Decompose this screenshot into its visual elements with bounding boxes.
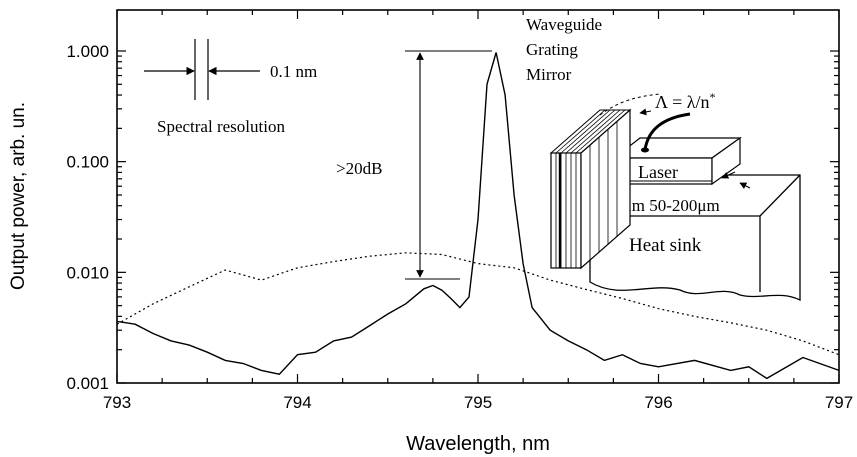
mirror-label-line1: Waveguide	[526, 15, 602, 34]
dynamic-range-annotation: >20dB	[336, 50, 492, 280]
x-tick-label: 795	[464, 393, 492, 412]
y-tick-label: 0.010	[66, 263, 109, 282]
axis-ticks	[116, 10, 840, 384]
mirror-label-line2: Grating	[526, 40, 578, 59]
spectral-resolution-label: Spectral resolution	[157, 117, 285, 136]
device-inset-diagram: Heat sink Laser 2-5μm 50-200μm	[526, 15, 801, 302]
x-tick-label: 797	[825, 393, 853, 412]
y-axis-label: Output power, arb. un.	[8, 102, 29, 290]
y-tick-label: 0.100	[66, 153, 109, 172]
grating-mirror	[549, 108, 632, 270]
axis-tick-labels: 793 794 795 796 797 0.001 0.010 0.100 1.000	[66, 42, 853, 412]
mirror-label-line3: Mirror	[526, 65, 572, 84]
x-tick-label: 794	[283, 393, 311, 412]
grating-period-text: Λ = λ/n	[655, 92, 709, 112]
grating-period-label: Λ = λ/n*	[655, 90, 715, 112]
spectral-value: 0.1 nm	[270, 62, 317, 81]
dynamic-range-label: >20dB	[336, 159, 382, 178]
x-tick-label: 793	[103, 393, 131, 412]
laser-label: Laser	[638, 162, 678, 182]
heat-sink-label: Heat sink	[629, 235, 702, 256]
x-tick-label: 796	[644, 393, 672, 412]
y-tick-label: 0.001	[66, 374, 109, 393]
x-axis-label: Wavelength, nm	[406, 433, 550, 455]
heat-sink-block	[589, 174, 801, 302]
spectral-resolution-annotation: 0.1 nm Spectral resolution	[144, 39, 317, 136]
series-solid-line	[116, 52, 840, 380]
grating-period-superscript: *	[709, 90, 715, 104]
y-tick-label: 1.000	[66, 42, 109, 61]
